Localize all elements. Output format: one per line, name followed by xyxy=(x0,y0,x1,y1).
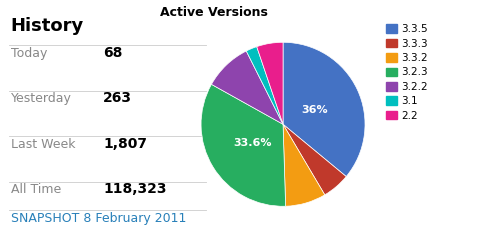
Text: 263: 263 xyxy=(103,91,132,105)
Text: Today: Today xyxy=(11,47,47,60)
Wedge shape xyxy=(257,42,283,124)
Wedge shape xyxy=(201,84,285,206)
Text: Last Week: Last Week xyxy=(11,138,75,151)
Text: SNAPSHOT 8 February 2011: SNAPSHOT 8 February 2011 xyxy=(11,212,186,225)
Wedge shape xyxy=(246,47,283,124)
Legend: 3.3.5, 3.3.3, 3.3.2, 3.2.3, 3.2.2, 3.1, 2.2: 3.3.5, 3.3.3, 3.3.2, 3.2.3, 3.2.2, 3.1, … xyxy=(386,24,428,121)
Wedge shape xyxy=(283,42,365,177)
Wedge shape xyxy=(283,124,325,206)
Text: All Time: All Time xyxy=(11,183,61,196)
Text: Yesterday: Yesterday xyxy=(11,92,72,105)
Text: Active Versions: Active Versions xyxy=(160,6,268,19)
Text: History: History xyxy=(11,17,84,35)
Text: 118,323: 118,323 xyxy=(103,182,166,196)
Text: 36%: 36% xyxy=(301,105,327,115)
Wedge shape xyxy=(283,124,346,195)
Text: 68: 68 xyxy=(103,46,122,60)
Wedge shape xyxy=(211,51,283,124)
Text: 1,807: 1,807 xyxy=(103,136,147,151)
Text: 33.6%: 33.6% xyxy=(233,138,271,148)
